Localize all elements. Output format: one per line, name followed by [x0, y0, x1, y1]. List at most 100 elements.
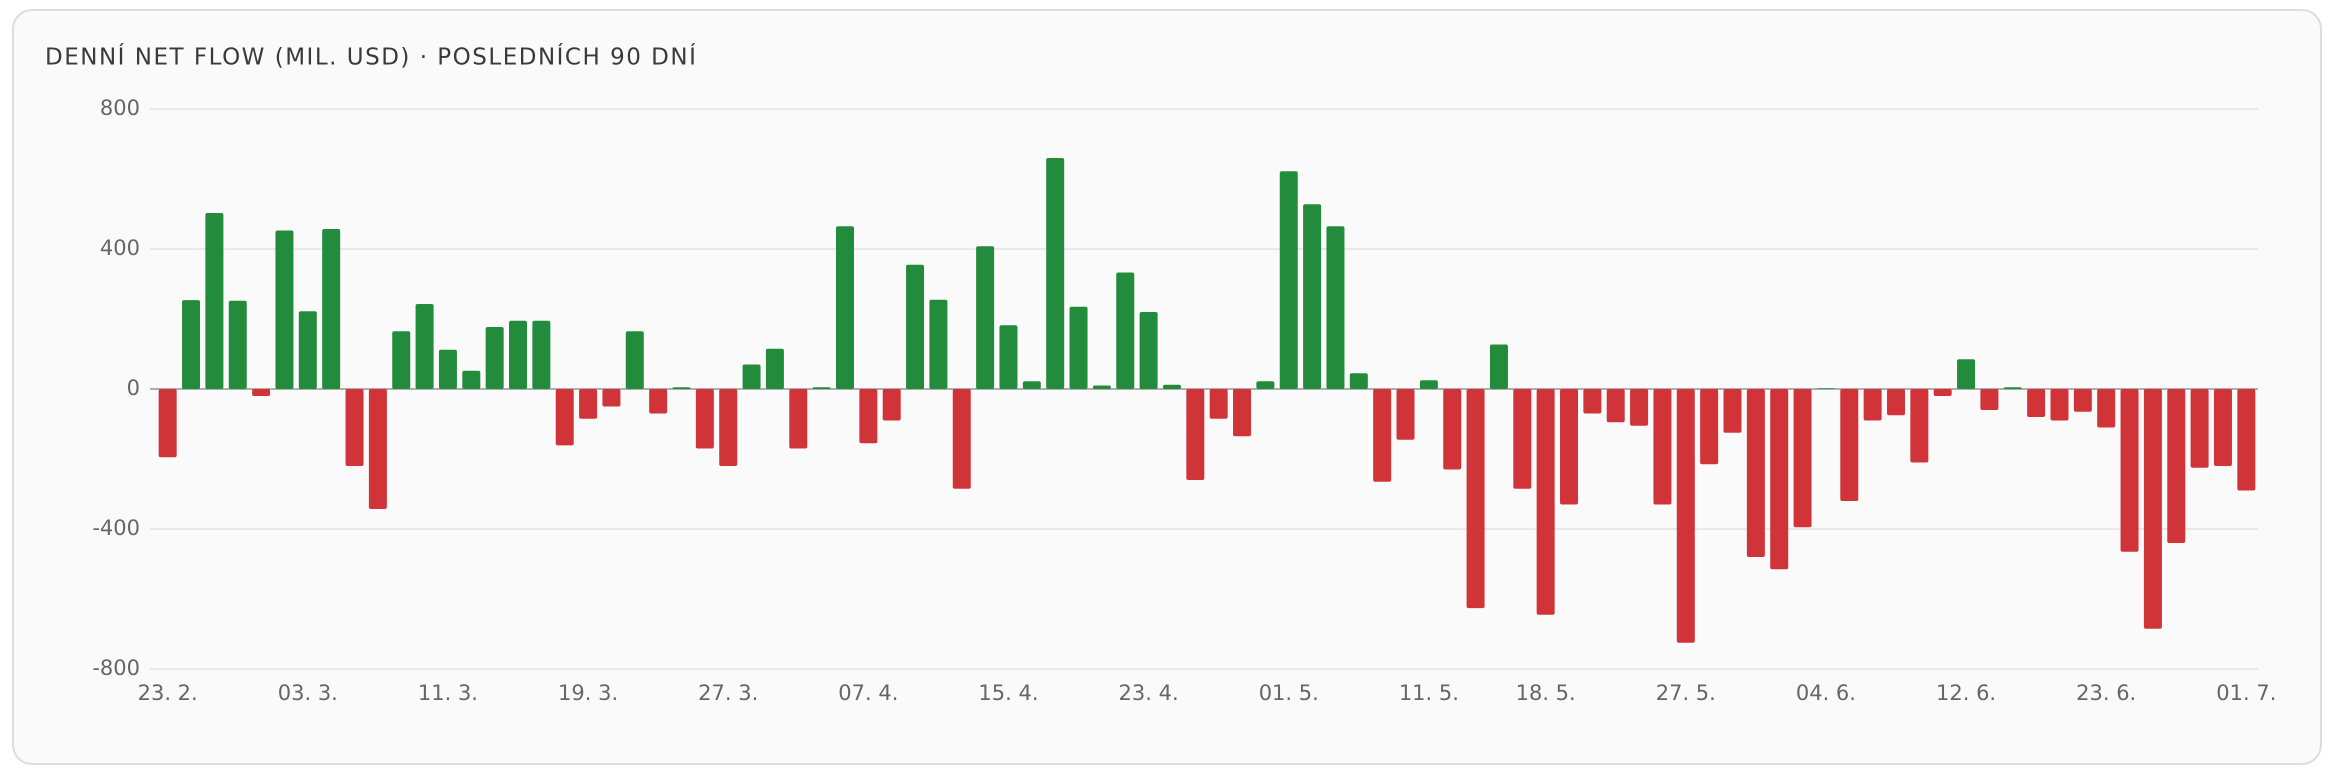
- bar: [1630, 389, 1649, 426]
- bar: [1489, 344, 1508, 389]
- bar: [1513, 389, 1532, 489]
- bar: [1863, 389, 1882, 421]
- bar: [1770, 389, 1789, 570]
- bar: [438, 349, 457, 389]
- bar: [1700, 389, 1719, 465]
- bar: [835, 226, 854, 389]
- x-tick-label: 03. 3.: [278, 681, 338, 705]
- bar: [602, 389, 621, 407]
- bar: [2120, 389, 2139, 552]
- bar: [1046, 158, 1065, 389]
- bar: [579, 389, 598, 419]
- bar: [976, 246, 995, 389]
- bar: [2050, 389, 2069, 421]
- bar: [1162, 384, 1181, 389]
- bar: [1676, 389, 1695, 643]
- bar: [1793, 389, 1812, 528]
- bar: [1186, 389, 1205, 480]
- bar: [228, 300, 247, 389]
- bar: [2237, 389, 2256, 491]
- bar: [368, 389, 387, 510]
- bar: [2027, 389, 2046, 417]
- bar: [1326, 226, 1345, 389]
- bar: [2073, 389, 2092, 412]
- x-tick-label: 01. 7.: [2216, 681, 2276, 705]
- bar: [719, 389, 738, 466]
- x-tick-label: 11. 5.: [1399, 681, 1459, 705]
- bar: [2190, 389, 2209, 468]
- bar: [1349, 373, 1368, 389]
- bar: [415, 303, 434, 389]
- x-tick-label: 12. 6.: [1936, 681, 1996, 705]
- bar: [182, 300, 201, 389]
- bar: [859, 389, 878, 444]
- bar: [158, 389, 177, 458]
- bar: [1536, 389, 1555, 615]
- bar: [906, 264, 925, 389]
- bar: [1443, 389, 1462, 470]
- bar: [649, 389, 668, 414]
- bar: [1466, 389, 1485, 609]
- bar: [929, 299, 948, 389]
- bar: [485, 327, 504, 389]
- x-tick-label: 15. 4.: [978, 681, 1038, 705]
- x-tick-label: 23. 4.: [1119, 681, 1179, 705]
- bar: [322, 229, 341, 389]
- bar: [789, 389, 808, 449]
- bar: [765, 348, 784, 389]
- x-tick-label: 27. 5.: [1656, 681, 1716, 705]
- y-tick-label: 800: [100, 96, 140, 120]
- bar: [1233, 389, 1252, 437]
- bar: [1886, 389, 1905, 416]
- bar: [252, 389, 271, 396]
- bar: [1723, 389, 1742, 433]
- bar: [462, 370, 481, 389]
- bar: [1139, 312, 1158, 389]
- bar: [1022, 381, 1041, 389]
- bar: [1279, 171, 1298, 389]
- bar: [1560, 389, 1579, 505]
- chart-title: DENNÍ NET FLOW (MIL. USD) · POSLEDNÍCH 9…: [45, 43, 697, 71]
- bar: [555, 389, 574, 446]
- bar: [2003, 387, 2022, 389]
- x-tick-label: 01. 5.: [1259, 681, 1319, 705]
- bar: [1209, 389, 1228, 419]
- bar: [532, 320, 551, 389]
- bar: [1933, 389, 1952, 396]
- y-tick-label: 400: [100, 236, 140, 260]
- bar: [1092, 385, 1111, 389]
- bar: [952, 389, 971, 489]
- x-tick-label: 11. 3.: [418, 681, 478, 705]
- bar: [1116, 272, 1135, 389]
- bar: [1840, 389, 1859, 501]
- y-tick-label: -400: [92, 516, 140, 540]
- bar: [2097, 389, 2116, 428]
- bar: [2143, 389, 2162, 629]
- bar: [1910, 389, 1929, 463]
- bar: [392, 331, 411, 389]
- bar: [1396, 389, 1415, 440]
- bar: [1653, 389, 1672, 505]
- bar: [1816, 388, 1835, 389]
- bar: [625, 331, 644, 389]
- bar: [1069, 306, 1088, 389]
- x-tick-label: 27. 3.: [698, 681, 758, 705]
- y-tick-label: 0: [127, 376, 140, 400]
- x-tick-label: 23. 2.: [138, 681, 198, 705]
- bar: [1303, 204, 1322, 389]
- bar: [742, 364, 761, 389]
- bar: [1583, 389, 1602, 414]
- bar: [509, 320, 528, 389]
- x-tick-label: 19. 3.: [558, 681, 618, 705]
- x-tick-label: 18. 5.: [1516, 681, 1576, 705]
- bar: [812, 387, 831, 389]
- bar: [1606, 389, 1625, 423]
- bar: [672, 387, 691, 389]
- bar: [999, 325, 1018, 389]
- bar: [1746, 389, 1765, 557]
- bar: [1373, 389, 1392, 482]
- x-tick-label: 23. 6.: [2076, 681, 2136, 705]
- bar: [1980, 389, 1999, 410]
- bar: [882, 389, 901, 421]
- bar: [695, 389, 714, 449]
